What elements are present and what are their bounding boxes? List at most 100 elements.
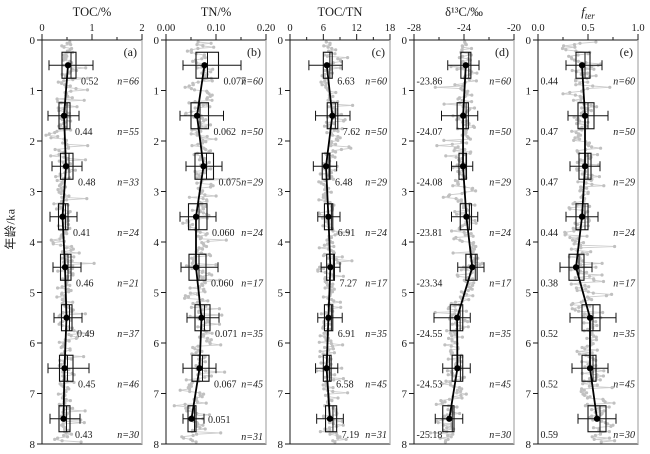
panel-title: TOC/% xyxy=(73,5,112,19)
n-label: n=31 xyxy=(365,430,387,441)
y-tick-label: 5 xyxy=(402,287,408,299)
value-label: -23.86 xyxy=(417,76,443,87)
raw-scatter-trace xyxy=(560,40,617,444)
box xyxy=(187,405,197,433)
n-label: n=45 xyxy=(365,379,387,390)
n-label: n=24 xyxy=(241,228,263,239)
mean-dot xyxy=(460,112,467,119)
y-tick-label: 0 xyxy=(402,35,408,47)
y-tick-label: 2 xyxy=(154,136,160,148)
mean-dots xyxy=(446,62,476,422)
n-label: n=35 xyxy=(613,329,635,340)
y-tick-label: 4 xyxy=(526,237,532,249)
n-label: n=29 xyxy=(489,177,511,188)
mean-dot xyxy=(60,112,68,119)
y-axis: 0 1 2 3 4 5 6 7 8 xyxy=(30,35,42,451)
n-label: n=35 xyxy=(365,329,387,340)
y-tick-label: 8 xyxy=(526,439,532,451)
n-label: n=17 xyxy=(489,278,512,289)
y-tick-label: 7 xyxy=(402,388,408,400)
y-tick-label: 1 xyxy=(30,85,36,97)
box xyxy=(194,304,211,332)
n-label: n=35 xyxy=(241,329,263,340)
y-tick-label: 7 xyxy=(30,388,36,400)
y-tick-label: 3 xyxy=(526,186,532,198)
box xyxy=(58,354,74,382)
x-tick-label: -28 xyxy=(407,23,421,34)
n-label: n=60 xyxy=(489,76,511,87)
value-label: 6.48 xyxy=(335,177,353,188)
n-label: n=45 xyxy=(241,379,263,390)
n-label: n=50 xyxy=(489,127,511,138)
boxplots xyxy=(559,51,617,433)
mean-dot xyxy=(323,62,330,69)
y-axis-title-column: 年龄/ka xyxy=(2,4,18,454)
value-label: 6.91 xyxy=(338,329,356,340)
n-label: n=35 xyxy=(489,329,511,340)
n-label: n=17 xyxy=(241,278,264,289)
box xyxy=(587,405,607,433)
value-label: 0.41 xyxy=(73,228,91,239)
y-tick-label: 6 xyxy=(154,338,160,350)
mean-dot xyxy=(61,365,68,372)
mean-dot xyxy=(201,62,208,69)
y-tick-label: 1 xyxy=(278,85,284,97)
value-label: 0.47 xyxy=(541,177,559,188)
box xyxy=(61,51,77,79)
mean-dot xyxy=(459,163,467,170)
n-label: n=24 xyxy=(117,228,139,239)
value-label: 0.59 xyxy=(541,430,559,441)
mean-dot xyxy=(586,314,594,321)
value-label: -23.34 xyxy=(417,278,443,289)
mean-dot xyxy=(64,62,72,69)
row-labels: -23.86 n=60 -24.07 n=50 -24.08 n=29 -23.81 n=24… xyxy=(417,76,512,441)
y-tick-label: 1 xyxy=(154,85,160,97)
y-tick-label: 6 xyxy=(30,338,36,350)
panel-a-chart: TOC/% 0 1 2 0 1 2 3 4 5 6 7 8 0.52 n=66 0.44 n=55 0.48 n=3… xyxy=(30,5,145,451)
mean-dot xyxy=(593,415,601,422)
trend-line xyxy=(61,65,69,419)
y-tick-label: 4 xyxy=(154,237,160,249)
n-label: n=45 xyxy=(489,379,511,390)
panel-title: TN/% xyxy=(201,5,232,19)
n-label: n=17 xyxy=(365,278,388,289)
value-label: 7.62 xyxy=(343,127,361,138)
mean-dot xyxy=(325,213,332,220)
y-tick-label: 2 xyxy=(402,136,408,148)
mean-dot xyxy=(462,62,469,69)
value-label: 0.060 xyxy=(211,278,234,289)
value-label: -24.53 xyxy=(417,379,443,390)
n-label: n=31 xyxy=(241,432,263,443)
mean-dot xyxy=(193,112,201,119)
mean-dots xyxy=(188,62,208,422)
y-tick-label: 6 xyxy=(278,338,284,350)
box xyxy=(325,405,338,433)
box xyxy=(59,152,74,180)
value-label: 6.91 xyxy=(338,228,356,239)
x-tick-label: 1 xyxy=(89,23,94,34)
panel-title: TOC/TN xyxy=(318,5,363,19)
y-tick-label: 0 xyxy=(526,35,532,47)
value-label: -24.07 xyxy=(417,127,443,138)
value-label: 0.52 xyxy=(541,379,559,390)
x-tick-label: 0.0 xyxy=(531,23,544,34)
value-label: 0.48 xyxy=(78,177,96,188)
box xyxy=(577,102,595,130)
n-label: n=50 xyxy=(613,127,635,138)
panel-letter: (a) xyxy=(124,45,137,59)
mean-dot xyxy=(326,415,334,422)
x-tick-label: 1.0 xyxy=(631,23,644,34)
x-axis: 0.0 0.5 1.0 xyxy=(531,23,645,40)
x-tick-label: 0 xyxy=(287,23,292,34)
mean-dot xyxy=(454,365,461,372)
x-tick-label: 6 xyxy=(321,23,326,34)
value-label: 0.52 xyxy=(541,329,559,340)
value-label: -24.55 xyxy=(417,329,443,340)
n-label: n=50 xyxy=(241,127,263,138)
row-labels: 0.44 n=60 0.47 n=50 0.47 n=29 0.44 n=24 0.38 n=17… xyxy=(541,76,636,441)
mean-dot xyxy=(62,163,70,170)
value-label: 0.077 xyxy=(224,76,247,87)
box xyxy=(442,405,455,433)
